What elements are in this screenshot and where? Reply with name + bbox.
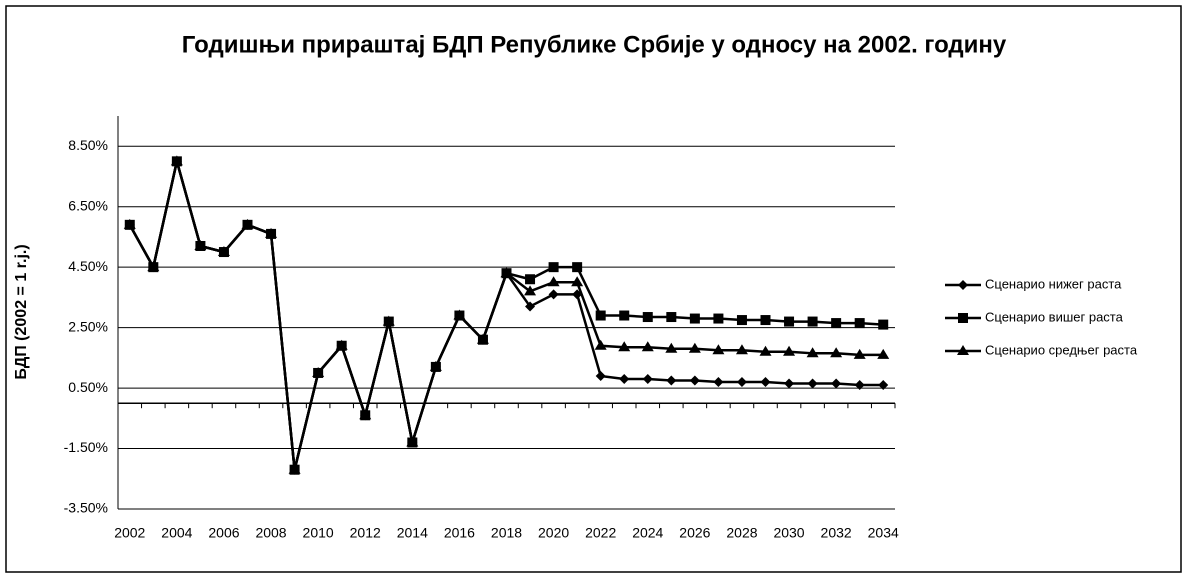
- marker: [958, 313, 968, 323]
- x-tick-label: 2028: [726, 525, 757, 541]
- marker: [784, 316, 795, 327]
- marker: [807, 378, 818, 389]
- marker: [123, 218, 136, 229]
- marker: [547, 276, 560, 287]
- marker: [524, 285, 537, 296]
- marker: [712, 344, 725, 355]
- x-tick-label: 2016: [444, 525, 475, 541]
- x-tick-label: 2002: [114, 525, 145, 541]
- marker: [784, 378, 795, 389]
- marker: [689, 313, 700, 324]
- legend-label: Сценарио нижег раста: [985, 276, 1122, 291]
- y-axis-label: БДП (2002 = 1 r.j.): [13, 244, 30, 379]
- marker: [147, 261, 160, 272]
- marker: [831, 318, 842, 329]
- marker: [594, 339, 607, 350]
- marker: [429, 360, 442, 371]
- x-tick-label: 2012: [350, 525, 381, 541]
- marker: [619, 310, 630, 321]
- marker: [618, 341, 631, 352]
- marker: [500, 267, 513, 278]
- y-tick-label: 0.50%: [68, 379, 108, 395]
- marker: [548, 262, 559, 273]
- x-tick-label: 2018: [491, 525, 522, 541]
- marker: [736, 315, 747, 326]
- marker: [194, 239, 207, 250]
- y-tick-label: -3.50%: [64, 500, 108, 516]
- marker: [642, 312, 653, 323]
- marker: [572, 262, 583, 273]
- marker: [830, 347, 843, 358]
- x-tick-label: 2026: [679, 525, 710, 541]
- marker: [406, 436, 419, 447]
- marker: [689, 375, 700, 386]
- marker: [713, 313, 724, 324]
- marker: [760, 377, 771, 388]
- x-tick-label: 2014: [397, 525, 428, 541]
- marker: [170, 155, 183, 166]
- marker: [265, 227, 278, 238]
- marker: [453, 309, 466, 320]
- y-tick-label: 2.50%: [68, 318, 108, 334]
- marker: [759, 345, 772, 356]
- x-tick-label: 2010: [303, 525, 334, 541]
- marker: [359, 409, 372, 420]
- marker: [666, 312, 677, 323]
- marker: [595, 370, 606, 381]
- marker: [666, 375, 677, 386]
- marker: [382, 315, 395, 326]
- marker: [665, 342, 678, 353]
- marker: [713, 377, 724, 388]
- x-tick-label: 2024: [632, 525, 663, 541]
- marker: [854, 318, 865, 329]
- x-tick-label: 2030: [773, 525, 804, 541]
- marker: [525, 274, 536, 285]
- marker: [783, 345, 796, 356]
- x-tick-label: 2022: [585, 525, 616, 541]
- marker: [806, 347, 819, 358]
- x-tick-label: 2004: [161, 525, 192, 541]
- marker: [854, 380, 865, 391]
- marker: [241, 218, 254, 229]
- chart-title: Годишњи прираштај БДП Републике Србије у…: [182, 31, 1007, 58]
- marker: [217, 246, 230, 257]
- marker: [548, 289, 559, 300]
- legend-label: Сценарио вишег раста: [985, 309, 1124, 324]
- marker: [288, 463, 301, 474]
- marker: [642, 374, 653, 385]
- marker: [831, 378, 842, 389]
- y-tick-label: 4.50%: [68, 258, 108, 274]
- y-tick-label: 8.50%: [68, 137, 108, 153]
- marker: [878, 319, 889, 330]
- y-tick-label: 6.50%: [68, 197, 108, 213]
- marker: [619, 374, 630, 385]
- marker: [853, 348, 866, 359]
- marker: [957, 345, 969, 355]
- marker: [735, 344, 748, 355]
- legend-label: Сценарио средњег раста: [985, 342, 1138, 357]
- marker: [595, 310, 606, 321]
- marker: [476, 333, 489, 344]
- x-tick-label: 2034: [868, 525, 899, 541]
- marker: [877, 348, 890, 359]
- marker: [688, 342, 701, 353]
- marker: [878, 380, 889, 391]
- x-tick-label: 2008: [255, 525, 286, 541]
- marker: [736, 377, 747, 388]
- x-tick-label: 2006: [208, 525, 239, 541]
- marker: [525, 301, 536, 312]
- marker: [571, 276, 584, 287]
- marker: [807, 316, 818, 327]
- x-tick-label: 2032: [821, 525, 852, 541]
- marker: [335, 339, 348, 350]
- chart-border: [5, 5, 1182, 573]
- x-tick-label: 2020: [538, 525, 569, 541]
- marker: [958, 280, 968, 290]
- marker: [641, 341, 654, 352]
- y-tick-label: -1.50%: [64, 439, 108, 455]
- marker: [312, 366, 325, 377]
- marker: [760, 315, 771, 326]
